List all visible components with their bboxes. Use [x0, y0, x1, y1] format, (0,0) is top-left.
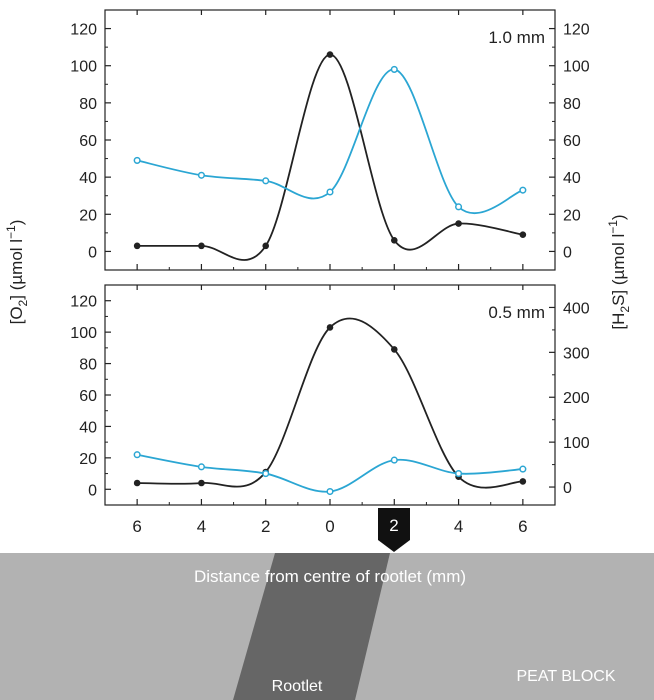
o2-point	[198, 479, 205, 487]
o2-point	[455, 220, 462, 227]
y-right-tick-label: 40	[563, 170, 581, 187]
y-left-tick-label: 20	[79, 451, 97, 468]
y-left-tick-label: 60	[79, 133, 97, 150]
y-left-tick-label: 100	[70, 325, 97, 342]
y-axis-left-label: [O2] (µmol l−1)	[4, 220, 30, 325]
y-left-tick-label: 20	[79, 207, 97, 224]
h2s-point	[455, 203, 463, 211]
h2s-point	[262, 177, 270, 185]
y-right-tick-label: 100	[563, 435, 590, 452]
y-right-tick-label: 60	[563, 133, 581, 150]
panel-label: 1.0 mm	[488, 28, 545, 47]
o2-line	[137, 53, 524, 261]
y-right-label-sub: 2	[618, 306, 632, 313]
panel-0.5mm: 0 20 40 60 80 100 120 0 100 200 300 400 0.5 mm	[70, 284, 590, 506]
x-tick-label: 4	[197, 517, 206, 536]
x-tick-label: 2	[261, 517, 270, 536]
y-left-label-sub: 2	[16, 299, 30, 306]
y-right-tick-label: 200	[563, 390, 590, 407]
x-axis-label: Distance from centre of rootlet (mm)	[194, 567, 466, 586]
x-tick-label: 6	[132, 517, 141, 536]
h2s-point	[326, 487, 334, 496]
o2-point	[390, 346, 398, 353]
y-left-label-sup: −1	[4, 225, 18, 239]
h2s-point	[197, 463, 205, 471]
y-left-tick-label: 0	[88, 244, 97, 261]
rootlet	[233, 553, 390, 700]
h2s-point	[519, 186, 527, 194]
y-right-tick-label: 0	[563, 244, 572, 261]
y-right-tick-label: 100	[563, 59, 590, 76]
h2s-point	[262, 470, 270, 478]
panel-1mm: 0 20 40 60 80 100 120 0 20 40 60 80 100 120 1.0 mm	[70, 9, 590, 271]
plot-frame	[104, 9, 556, 271]
y-left-tick-label: 80	[79, 357, 97, 374]
o2-line	[137, 317, 523, 489]
y-right-label-c: )	[609, 214, 628, 220]
o2-point	[326, 51, 334, 58]
o2-point	[262, 242, 270, 250]
y-right-tick-label: 0	[563, 480, 572, 497]
y-left-tick-label: 120	[70, 22, 97, 39]
y-right-tick-label: 120	[563, 22, 590, 39]
y-left-label-b: ] (µmol l	[7, 239, 26, 300]
h2s-point	[133, 451, 141, 459]
y-right-tick-label: 300	[563, 345, 590, 362]
x-tick-labels: 6 4 2 0 4 6	[132, 517, 527, 536]
position-marker: 2	[378, 508, 410, 552]
y-right-label-a: [H	[609, 313, 628, 330]
y-left-tick-label: 0	[88, 482, 97, 499]
y-left-tick-label: 120	[70, 294, 97, 311]
y-right-label-sup: −1	[606, 220, 620, 234]
h2s-point	[197, 171, 205, 179]
h2s-point	[133, 156, 141, 164]
o2-point	[133, 479, 141, 487]
y-left-tick-label: 80	[79, 96, 97, 113]
o2-point	[390, 236, 398, 244]
y-left-label-c: )	[7, 220, 26, 226]
o2-point	[326, 324, 334, 331]
marker-label: 2	[389, 516, 398, 535]
y-right-tick-label: 20	[563, 207, 581, 224]
y-left-label-a: [O	[7, 306, 26, 324]
y-left-tick-label: 40	[79, 170, 97, 187]
o2-point	[519, 478, 527, 485]
h2s-point	[519, 465, 527, 473]
peat-block-label: PEAT BLOCK	[517, 668, 616, 685]
y-right-tick-label: 80	[563, 96, 581, 113]
o2-point	[133, 242, 141, 250]
x-tick-label: 0	[325, 517, 334, 536]
h2s-point	[390, 456, 398, 464]
o2-point	[519, 231, 527, 239]
y-axis-right-label: [H2S] (µmol l−1)	[606, 214, 632, 329]
h2s-point	[455, 470, 463, 478]
y-left-tick-label: 60	[79, 388, 97, 405]
x-tick-label: 4	[454, 517, 463, 536]
y-right-label-b: S] (µmol l	[609, 234, 628, 306]
h2s-line	[136, 453, 523, 493]
marker-shape	[378, 508, 410, 552]
x-tick-label: 6	[518, 517, 527, 536]
h2s-point	[326, 188, 334, 196]
rootlet-label: Rootlet	[272, 678, 323, 695]
y-right-tick-label: 400	[563, 300, 590, 317]
panel-label: 0.5 mm	[488, 303, 545, 322]
o2-point	[198, 242, 205, 250]
y-left-tick-label: 40	[79, 419, 97, 436]
h2s-point	[390, 65, 398, 73]
y-left-tick-label: 100	[70, 59, 97, 76]
